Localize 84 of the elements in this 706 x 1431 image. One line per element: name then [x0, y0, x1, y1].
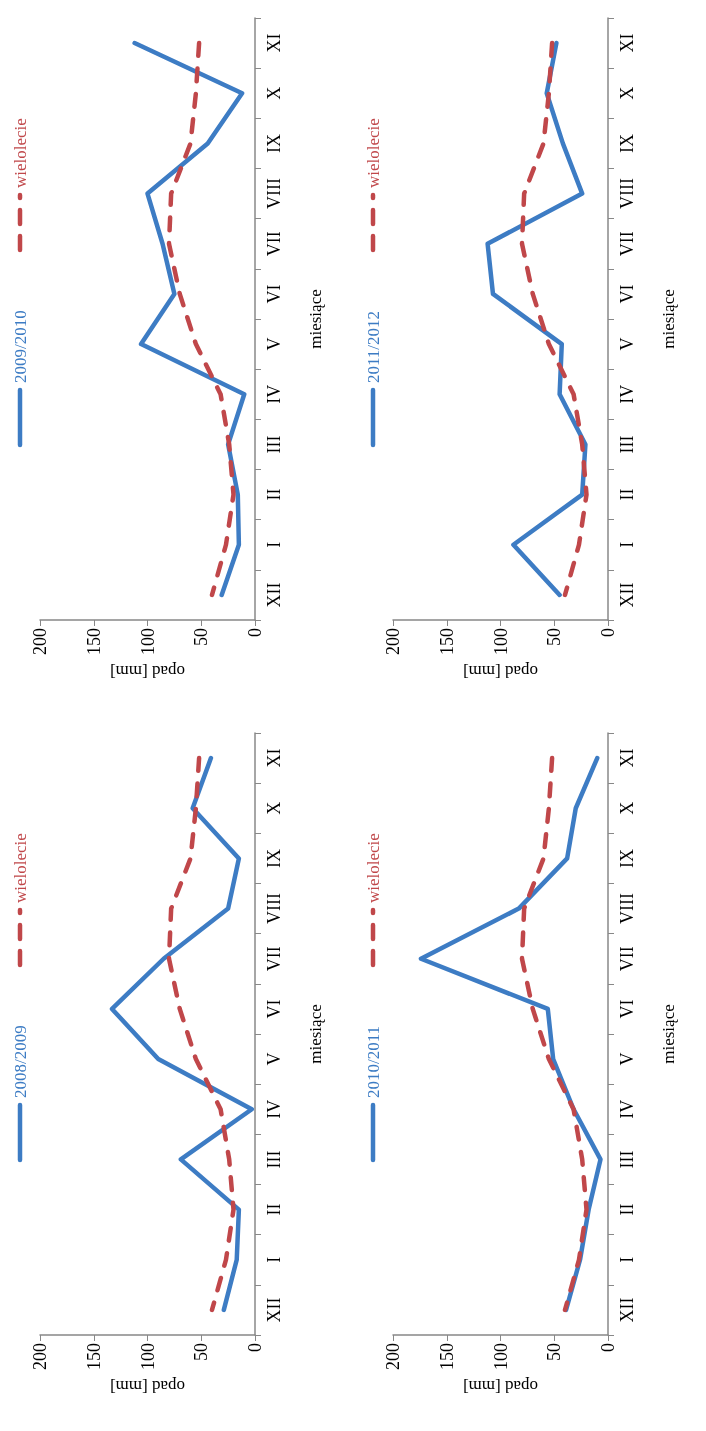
- y-tick-label: XII: [617, 582, 637, 608]
- y-tick-label: V: [617, 337, 637, 351]
- y-tick-label: III: [617, 435, 637, 454]
- text: wielolecie: [363, 833, 383, 903]
- y-tick-label: IV: [264, 1099, 284, 1119]
- x-tick-label: 50: [191, 628, 212, 646]
- x-tick-label: 150: [436, 628, 457, 655]
- y-tick-label: XI: [617, 748, 637, 768]
- y-tick-label: VI: [617, 999, 637, 1019]
- y-tick-label: I: [617, 541, 637, 548]
- x-tick-label: 200: [30, 1343, 50, 1370]
- x-axis-title: opad [mm]: [462, 1376, 539, 1396]
- y-tick-label: II: [617, 1203, 637, 1216]
- y-tick-label: VII: [617, 946, 637, 972]
- y-axis-title: miesiące: [659, 1004, 678, 1064]
- text: 2008/2009: [10, 1025, 30, 1098]
- x-tick-label: 150: [83, 1343, 104, 1370]
- x-tick-label: 0: [245, 628, 265, 637]
- x-tick-label: 0: [598, 1343, 618, 1352]
- y-tick-label: VII: [617, 231, 637, 257]
- y-tick-label: VIII: [264, 893, 284, 925]
- x-axis-title: opad [mm]: [462, 661, 539, 681]
- text: wielolecie: [10, 833, 30, 903]
- y-tick-label: IX: [264, 848, 284, 868]
- x-tick-label: 100: [137, 628, 158, 655]
- y-tick-label: VI: [617, 284, 637, 304]
- y-axis-title: miesiące: [306, 1004, 325, 1064]
- text: 2011/2012: [363, 310, 383, 383]
- x-tick-label: 150: [83, 628, 104, 655]
- y-tick-label: IV: [264, 384, 284, 404]
- y-tick-label: I: [264, 1256, 284, 1263]
- y-tick-label: IX: [617, 848, 637, 868]
- y-tick-label: IV: [617, 1099, 637, 1119]
- x-tick-label: 50: [191, 1343, 212, 1361]
- y-tick-label: II: [617, 488, 637, 501]
- y-tick-label: III: [264, 435, 284, 454]
- y-tick-label: XII: [617, 1297, 637, 1323]
- y-tick-label: III: [264, 1150, 284, 1169]
- x-tick-label: 100: [137, 1343, 158, 1370]
- y-axis-title: miesiące: [306, 289, 325, 349]
- y-tick-label: VI: [264, 999, 284, 1019]
- y-tick-label: IX: [617, 133, 637, 153]
- y-tick-label: I: [264, 541, 284, 548]
- text: 2010/2011: [363, 1025, 383, 1098]
- y-tick-label: I: [617, 1256, 637, 1263]
- y-tick-label: VIII: [264, 178, 284, 210]
- text: wielolecie: [363, 118, 383, 188]
- y-tick-label: X: [264, 86, 284, 100]
- y-tick-label: VIII: [617, 178, 637, 210]
- y-tick-label: II: [264, 1203, 284, 1216]
- y-tick-label: III: [617, 1150, 637, 1169]
- y-tick-label: VII: [264, 946, 284, 972]
- x-tick-label: 0: [598, 628, 618, 637]
- text: 2009/2010: [10, 310, 30, 383]
- y-tick-label: V: [264, 337, 284, 351]
- x-tick-label: 100: [490, 628, 511, 655]
- y-tick-label: XI: [617, 33, 637, 53]
- y-tick-label: VIII: [617, 893, 637, 925]
- y-tick-label: X: [617, 801, 637, 815]
- y-tick-label: XI: [264, 33, 284, 53]
- text: wielolecie: [10, 118, 30, 188]
- y-tick-label: VII: [264, 231, 284, 257]
- x-tick-label: 200: [383, 628, 403, 655]
- y-tick-label: X: [617, 86, 637, 100]
- x-tick-label: 150: [436, 1343, 457, 1370]
- x-tick-label: 100: [490, 1343, 511, 1370]
- x-tick-label: 50: [544, 628, 565, 646]
- y-tick-label: II: [264, 488, 284, 501]
- y-tick-label: V: [617, 1052, 637, 1066]
- x-tick-label: 200: [383, 1343, 403, 1370]
- y-tick-label: IX: [264, 133, 284, 153]
- y-tick-label: XII: [264, 1297, 284, 1323]
- y-axis-title: miesiące: [659, 289, 678, 349]
- y-tick-label: IV: [617, 384, 637, 404]
- x-axis-title: opad [mm]: [109, 1376, 186, 1396]
- y-tick-label: VI: [264, 284, 284, 304]
- x-tick-label: 50: [544, 1343, 565, 1361]
- x-axis-title: opad [mm]: [109, 661, 186, 681]
- y-tick-label: XI: [264, 748, 284, 768]
- y-tick-label: X: [264, 801, 284, 815]
- x-tick-label: 200: [30, 628, 50, 655]
- y-tick-label: XII: [264, 582, 284, 608]
- x-tick-label: 0: [245, 1343, 265, 1352]
- y-tick-label: V: [264, 1052, 284, 1066]
